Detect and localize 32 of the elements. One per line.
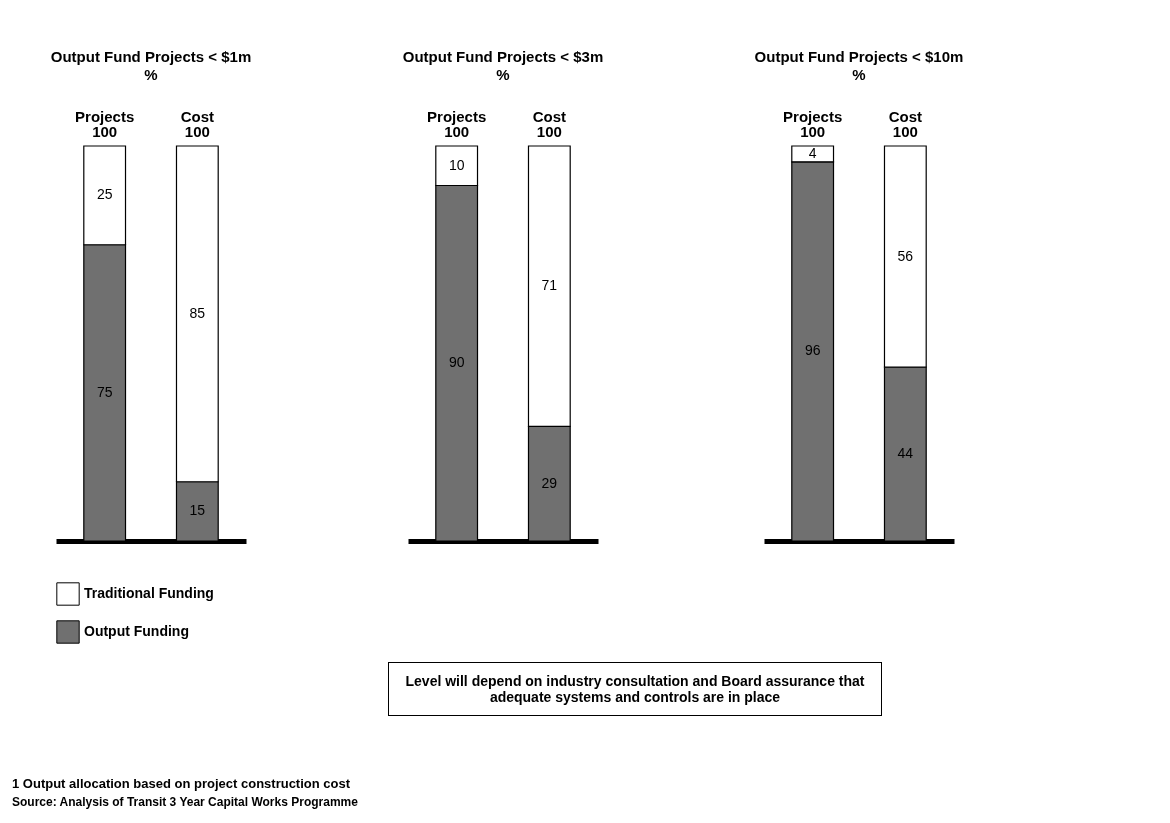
total-label: 100	[892, 123, 918, 140]
chart-title: Output Fund Projects < $1m	[50, 48, 252, 65]
x-tick-label: Projects	[427, 107, 487, 125]
x-tick-label: Projects	[783, 107, 843, 125]
data-label: 10	[448, 156, 465, 173]
data-label: 56	[897, 247, 914, 264]
data-label: 85	[189, 304, 206, 321]
chart-subtitle: %	[496, 66, 510, 83]
chart-subtitle: %	[852, 66, 866, 83]
text-frame: Level will depend on industry consultation and Board assurance that adequate systems and controls are in place	[388, 662, 882, 716]
data-label: 44	[897, 445, 914, 462]
data-label: 15	[189, 502, 206, 519]
legend-label: Output Funding	[84, 623, 189, 639]
x-tick-label: Cost	[532, 107, 567, 125]
data-label: 96	[804, 342, 821, 359]
data-label: 71	[541, 277, 558, 294]
legend-label: Traditional Funding	[84, 585, 214, 601]
x-tick-label: Projects	[75, 107, 135, 125]
data-label: 25	[96, 186, 113, 203]
x-tick-label: Cost	[888, 107, 923, 125]
total-label: 100	[536, 123, 562, 140]
source-note: Source: Analysis of Transit 3 Year Capital Works Programme	[12, 795, 358, 809]
chart-title: Output Fund Projects < $3m	[402, 48, 604, 65]
data-label: 90	[448, 354, 465, 371]
data-label: 75	[96, 383, 113, 400]
text: 1 Output allocation based on project construction cost	[12, 776, 351, 791]
total-label: 100	[184, 123, 210, 140]
chart-title: Output Fund Projects < $10m	[754, 48, 964, 65]
x-tick-label: Cost	[180, 107, 215, 125]
chart-subtitle: %	[144, 66, 158, 83]
data-label: 29	[541, 474, 558, 491]
data-label: 4	[808, 144, 817, 161]
